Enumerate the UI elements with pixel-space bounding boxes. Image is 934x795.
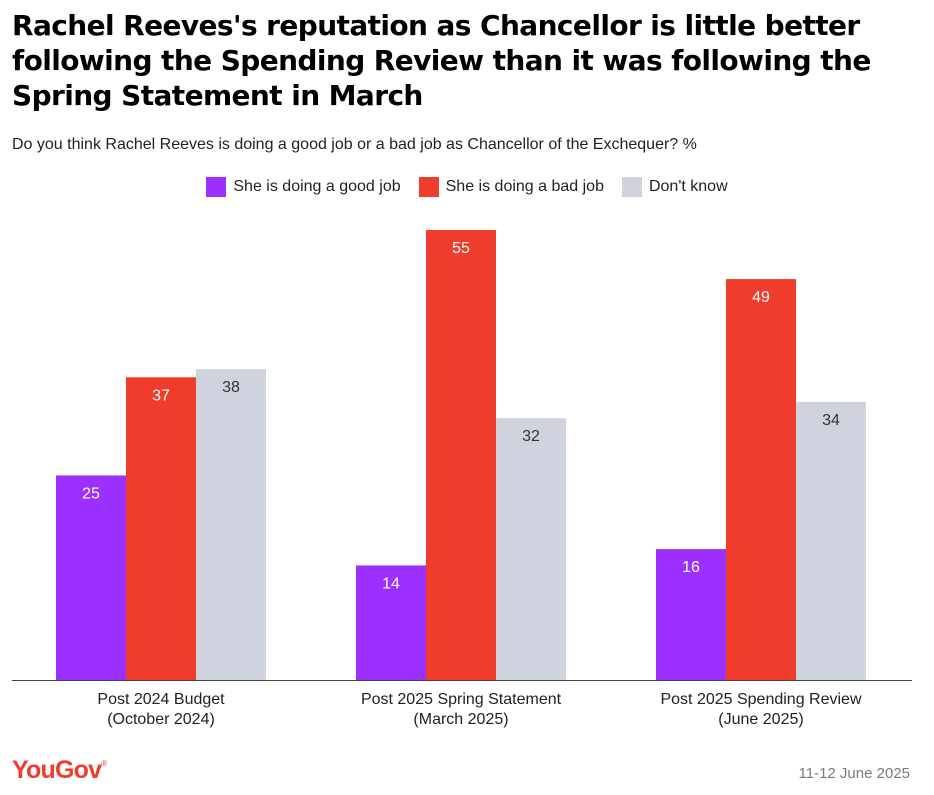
legend-label-dont-know: Don't know xyxy=(648,178,728,195)
data-label-2-1: 14 xyxy=(382,575,400,592)
legend-swatch-dont-know xyxy=(621,177,642,197)
legend-swatch-good xyxy=(206,177,227,197)
legend-label-good: She is doing a good job xyxy=(233,178,401,195)
data-label-3-2: 49 xyxy=(752,289,770,306)
category-label-2-2: (March 2025) xyxy=(413,711,508,728)
bar-3-1 xyxy=(656,549,726,680)
data-label-1-3: 38 xyxy=(222,379,240,396)
category-label-2-1: Post 2025 Spring Statement xyxy=(361,691,562,708)
bar-1-2 xyxy=(126,377,196,680)
bar-3-3 xyxy=(796,401,866,680)
chart-subtitle: Do you think Rachel Reeves is doing a go… xyxy=(12,136,697,153)
bar-chart: 25 37 38 Post 2024 Budget (October 2024) 14 55… xyxy=(12,230,912,728)
fieldwork-date: 11-12 June 2025 xyxy=(798,765,910,782)
data-label-1-1: 25 xyxy=(82,485,100,502)
data-label-1-2: 37 xyxy=(152,387,170,404)
category-label-3-2: (June 2025) xyxy=(718,711,803,728)
category-label-3-1: Post 2025 Spending Review xyxy=(660,691,861,708)
logo-text: YouGov xyxy=(12,756,102,784)
data-label-3-1: 16 xyxy=(682,559,700,576)
bar-2-2 xyxy=(426,230,496,680)
category-label-1-2: (October 2024) xyxy=(107,711,215,728)
legend-item-good: She is doing a good job xyxy=(206,177,401,197)
legend-label-bad: She is doing a bad job xyxy=(445,178,604,195)
legend-swatch-bad xyxy=(418,177,439,197)
category-label-1-1: Post 2024 Budget xyxy=(97,691,225,708)
bar-1-1 xyxy=(56,475,126,680)
legend-item-dont-know: Don't know xyxy=(621,177,728,197)
data-label-2-3: 32 xyxy=(522,428,540,445)
yougov-logo: YouGov® xyxy=(12,756,107,784)
bar-3-2 xyxy=(726,279,796,680)
legend: She is doing a good job She is doing a b… xyxy=(0,177,934,197)
legend-item-bad: She is doing a bad job xyxy=(418,177,604,197)
data-label-2-2: 55 xyxy=(452,240,470,257)
bar-2-1 xyxy=(356,565,426,680)
bar-2-3 xyxy=(496,418,566,680)
data-label-3-3: 34 xyxy=(822,412,840,429)
chart-title: Rachel Reeves's reputation as Chancellor… xyxy=(12,9,871,112)
bar-1-3 xyxy=(196,369,266,680)
